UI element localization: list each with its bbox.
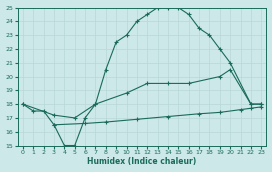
X-axis label: Humidex (Indice chaleur): Humidex (Indice chaleur) bbox=[88, 157, 197, 166]
